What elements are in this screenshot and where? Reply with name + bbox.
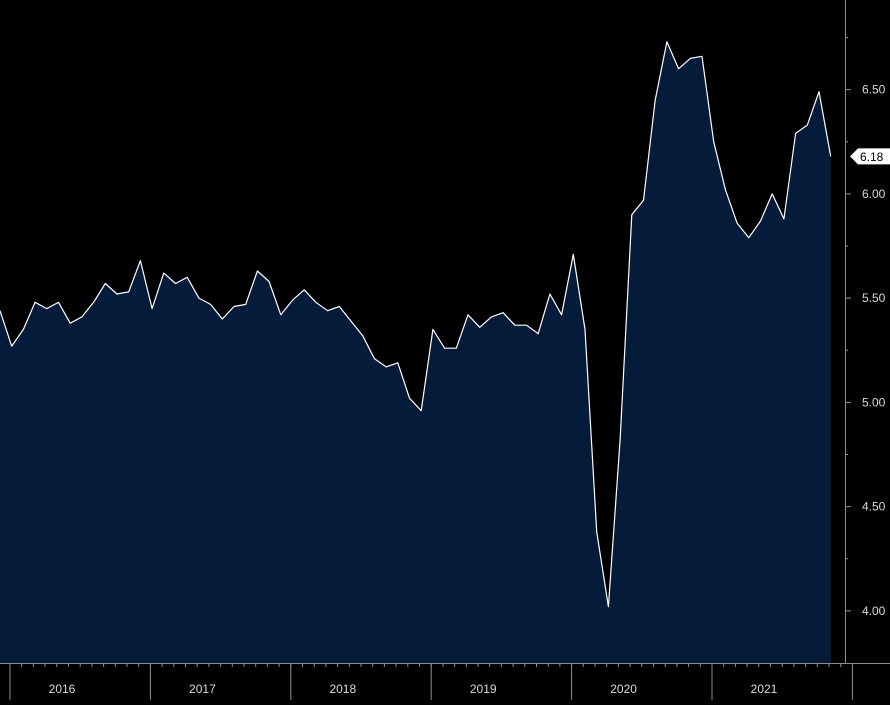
last-value-marker [850, 148, 890, 165]
series-area [0, 41, 831, 663]
x-tick-label: 2020 [610, 682, 637, 696]
last-value-label: 6.18 [860, 150, 884, 164]
x-tick-label: 2019 [470, 682, 497, 696]
x-tick-label: 2018 [329, 682, 356, 696]
y-tick-label: 5.50 [862, 291, 886, 305]
labels: 4.00 4.50 5.00 5.50 6.00 6.50 2016 2017 2018 2019… [49, 83, 890, 696]
plot-area [0, 41, 832, 663]
y-tick-label: 6.00 [862, 187, 886, 201]
x-tick-label: 2016 [49, 682, 76, 696]
x-tick-label: 2017 [189, 682, 216, 696]
y-tick-label: 5.00 [862, 395, 886, 409]
x-tick-label: 2021 [751, 682, 778, 696]
y-tick-label: 4.00 [862, 604, 886, 618]
series-line [0, 41, 832, 608]
y-tick-label: 6.50 [862, 83, 886, 97]
y-tick-label: 4.50 [862, 500, 886, 514]
